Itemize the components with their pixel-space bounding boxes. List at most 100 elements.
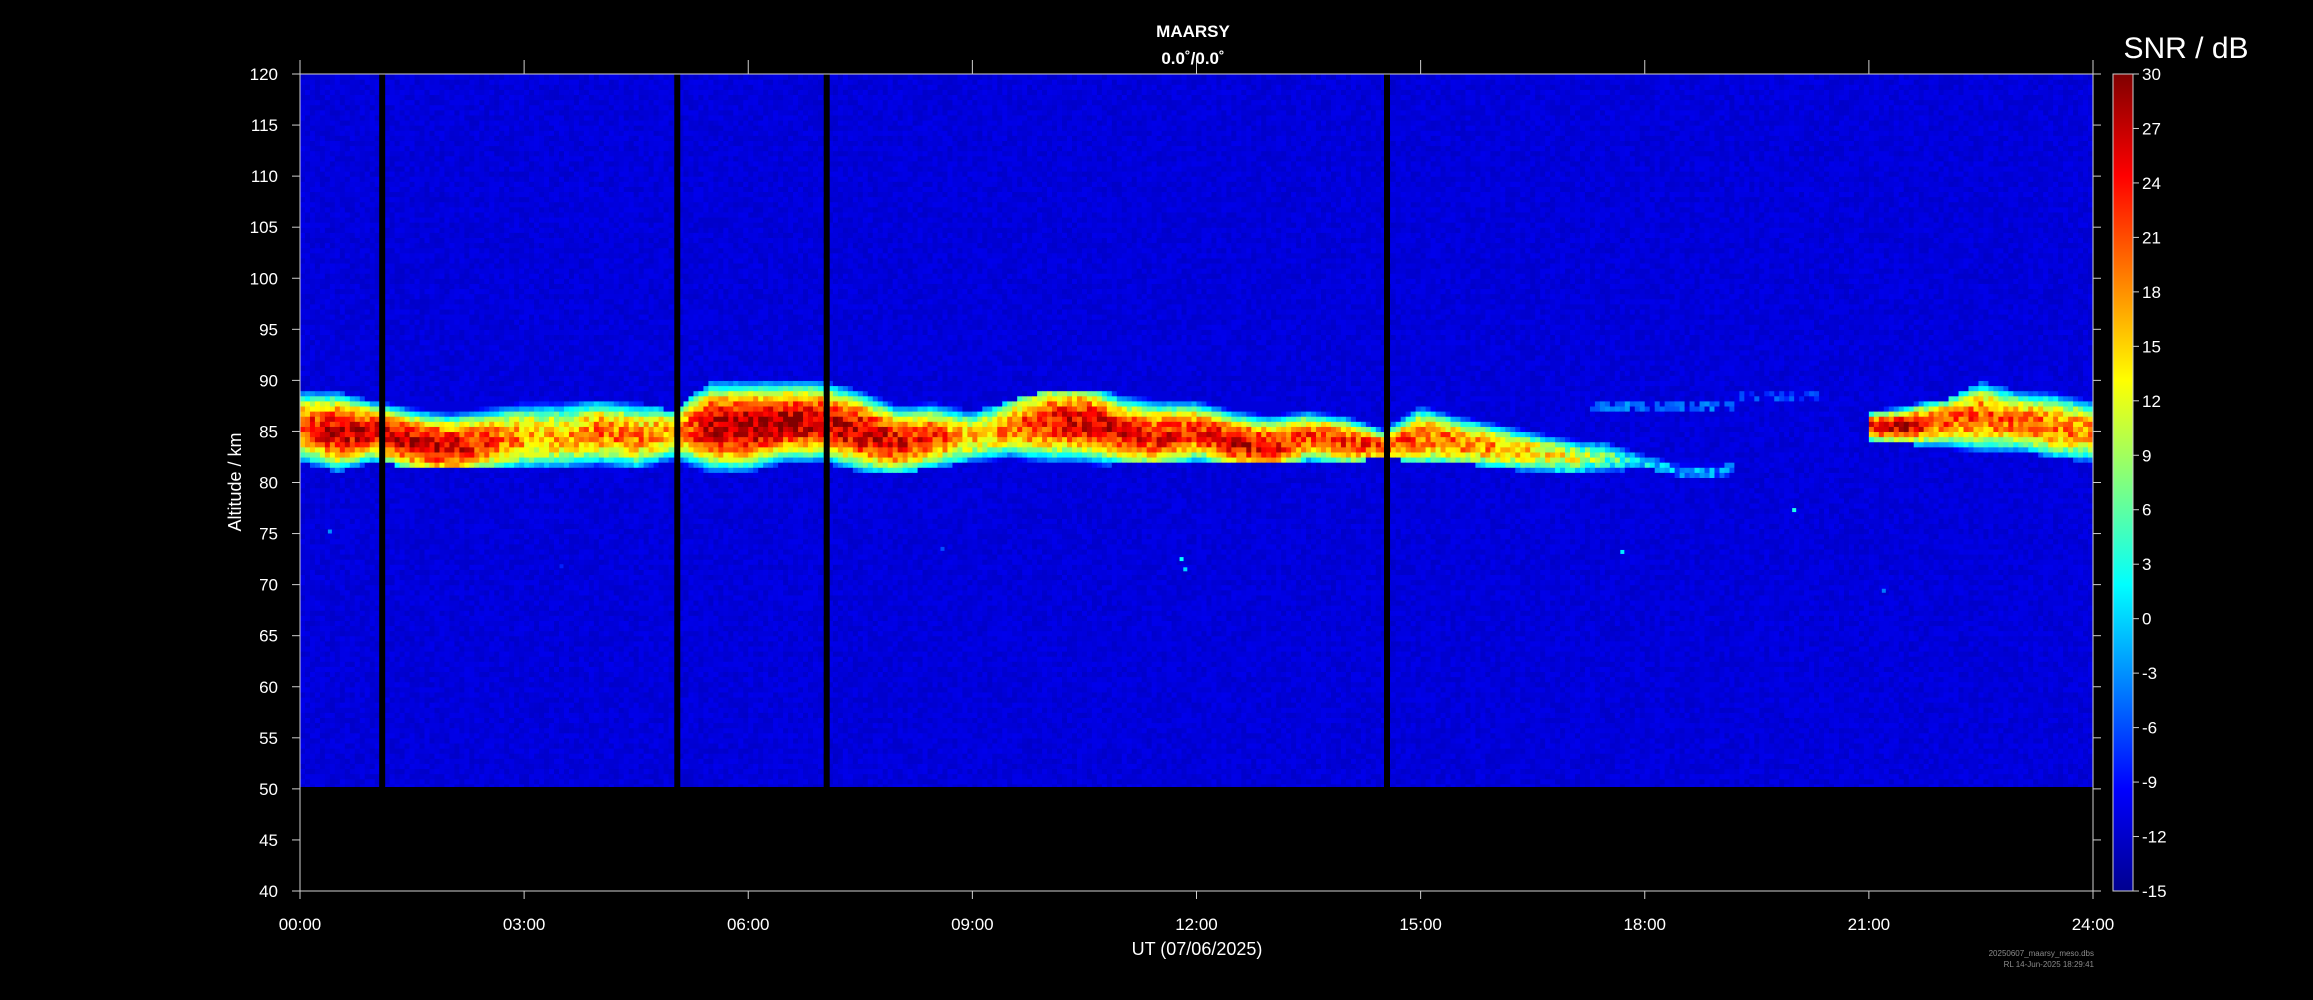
heatmap-cell (365, 345, 371, 351)
heatmap-cell (300, 176, 306, 182)
heatmap-cell (395, 717, 401, 723)
heatmap-cell (320, 263, 326, 269)
heatmap-cell (360, 263, 366, 269)
heatmap-cell (395, 304, 401, 310)
heatmap-cell (355, 401, 361, 407)
heatmap-cell (320, 467, 326, 473)
heatmap-cell (360, 94, 366, 100)
heatmap-cell (320, 610, 326, 616)
heatmap-cell (310, 406, 316, 412)
heatmap-cell (385, 100, 391, 106)
heatmap-cell (340, 135, 346, 141)
heatmap-cell (395, 692, 401, 698)
heatmap-cell (305, 314, 311, 320)
heatmap-cell (390, 784, 396, 790)
heatmap-cell (385, 350, 391, 356)
heatmap-cell (310, 100, 316, 106)
heatmap-cell (325, 391, 331, 397)
heatmap-cell (300, 477, 306, 483)
heatmap-cell (390, 477, 396, 483)
heatmap-cell (385, 89, 391, 95)
heatmap-cell (390, 702, 396, 708)
heatmap-cell (385, 595, 391, 601)
heatmap-cell (320, 283, 326, 289)
heatmap-cell (385, 248, 391, 254)
heatmap-cell (340, 554, 346, 560)
heatmap-cell (340, 304, 346, 310)
heatmap-cell (335, 411, 341, 417)
heatmap-cell (370, 671, 376, 677)
heatmap-cell (310, 278, 316, 284)
heatmap-cell (405, 396, 411, 402)
heatmap-cell (395, 743, 401, 749)
heatmap-cell (310, 156, 316, 162)
heatmap-cell (370, 707, 376, 713)
heatmap-cell (315, 574, 321, 580)
heatmap-cell (300, 232, 306, 238)
heatmap-cell (340, 268, 346, 274)
heatmap-cell (340, 243, 346, 249)
heatmap-cell (405, 620, 411, 626)
heatmap-cell (305, 385, 311, 391)
heatmap-cell (360, 728, 366, 734)
heatmap-cell (400, 779, 406, 785)
heatmap-cell (340, 191, 346, 197)
heatmap-cell (350, 84, 356, 90)
heatmap-cell (315, 100, 321, 106)
heatmap-cell (355, 273, 361, 279)
heatmap-cell (370, 692, 376, 698)
heatmap-cell (325, 273, 331, 279)
heatmap-cell (390, 309, 396, 315)
heatmap-cell (385, 125, 391, 131)
heatmap-cell (360, 595, 366, 601)
heatmap-cell (305, 125, 311, 131)
heatmap-cell (340, 309, 346, 315)
heatmap-cell (350, 207, 356, 213)
heatmap-cell (340, 534, 346, 540)
heatmap-cell (340, 452, 346, 458)
heatmap-cell (300, 671, 306, 677)
heatmap-cell (300, 564, 306, 570)
heatmap-cell (370, 508, 376, 514)
heatmap-cell (345, 156, 351, 162)
heatmap-cell (345, 763, 351, 769)
heatmap-cell (405, 176, 411, 182)
heatmap-cell (395, 431, 401, 437)
heatmap-cell (370, 365, 376, 371)
heatmap-cell (390, 682, 396, 688)
heatmap-cell (340, 156, 346, 162)
heatmap-cell (300, 610, 306, 616)
heatmap-cell (365, 528, 371, 534)
heatmap-cell (310, 651, 316, 657)
heatmap-cell (300, 130, 306, 136)
heatmap-cell (310, 161, 316, 167)
heatmap-cell (350, 191, 356, 197)
heatmap-cell (335, 191, 341, 197)
heatmap-cell (370, 156, 376, 162)
heatmap-cell (310, 385, 316, 391)
heatmap-cell (395, 166, 401, 172)
heatmap-cell (370, 600, 376, 606)
heatmap-cell (385, 421, 391, 427)
heatmap-cell (340, 472, 346, 478)
heatmap-cell (370, 544, 376, 550)
heatmap-cell (365, 202, 371, 208)
heatmap-cell (365, 580, 371, 586)
heatmap-cell (350, 151, 356, 157)
heatmap-cell (365, 564, 371, 570)
heatmap-cell (350, 120, 356, 126)
heatmap-cell (355, 324, 361, 330)
heatmap-cell (365, 442, 371, 448)
heatmap-cell (395, 636, 401, 642)
heatmap-cell (320, 508, 326, 514)
heatmap-cell (405, 340, 411, 346)
heatmap-cell (370, 641, 376, 647)
heatmap-cell (395, 340, 401, 346)
heatmap-cell (305, 677, 311, 683)
heatmap-cell (335, 350, 341, 356)
heatmap-cell (410, 620, 416, 626)
heatmap-cell (360, 437, 366, 443)
heatmap-cell (350, 671, 356, 677)
heatmap-cell (390, 661, 396, 667)
heatmap-cell (400, 232, 406, 238)
